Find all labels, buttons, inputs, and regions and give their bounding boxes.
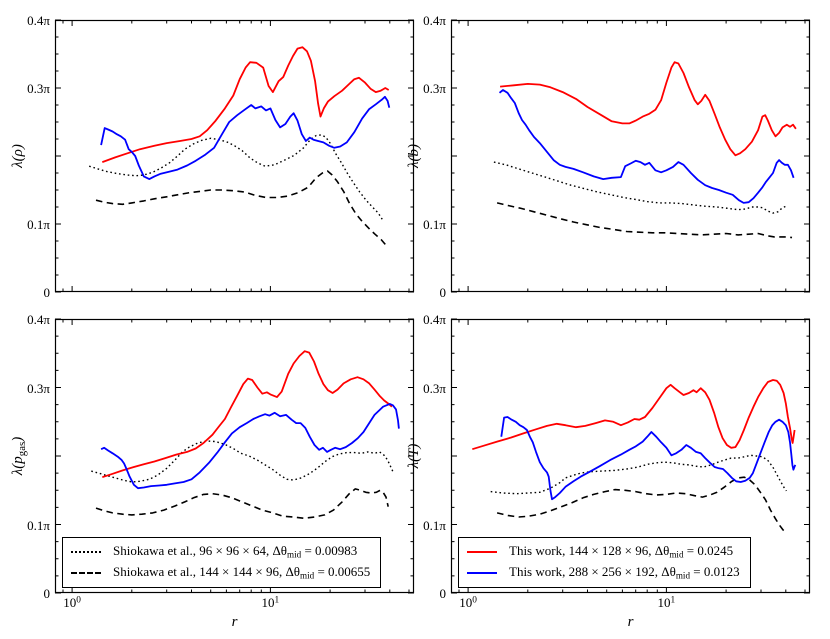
dashed-line-sample (71, 571, 101, 574)
y-tick-label: 0.3π (423, 81, 446, 96)
y-tick-label: 0 (43, 285, 51, 300)
plot-area-lambda-pgas (54, 318, 415, 594)
y-tick-label: 0.4π (423, 13, 446, 28)
y-tick-label: 0.3π (27, 81, 50, 96)
legend-shiokawa: Shiokawa et al., 96 × 96 × 64, Δθmid = 0… (62, 537, 382, 588)
legend-entry: This work, 144 × 128 × 96, Δθmid = 0.024… (467, 541, 740, 562)
y-tick-label: 0.1π (423, 517, 446, 533)
y-tick-label: 0 (439, 285, 447, 300)
legend-this-work: This work, 144 × 128 × 96, Δθmid = 0.024… (458, 537, 751, 588)
x-tick-label: 101 (657, 595, 676, 610)
x-tick-label: 100 (63, 595, 81, 610)
y-tick-label: 0.3π (27, 380, 50, 396)
y-axis-label: λ(b) (406, 144, 423, 168)
y-tick-label: 0.4π (27, 13, 50, 28)
plot-area-lambda-T (450, 318, 811, 594)
legend-label: This work, 288 × 256 × 192, Δθmid = 0.01… (509, 564, 740, 581)
y-tick-label: 0.1π (27, 217, 50, 232)
dotted-line-sample (71, 550, 101, 553)
panel-lambda-T: 0.4π 0.3π 0.1π 0 λ(T) 100 101 r This wor… (406, 313, 811, 630)
legend-entry: Shiokawa et al., 144 × 144 × 96, Δθmid =… (71, 562, 370, 583)
y-axis-label: λ(pgas) (10, 436, 28, 476)
legend-label: Shiokawa et al., 96 × 96 × 64, Δθmid = 0… (113, 543, 358, 560)
x-axis-label: r (627, 614, 634, 630)
panel-lambda-b: 0.4π 0.3π 0.1π 0 λ(b) (406, 14, 811, 299)
legend-entry: Shiokawa et al., 96 × 96 × 64, Δθmid = 0… (71, 541, 370, 562)
x-tick-label: 101 (261, 595, 280, 610)
y-tick-label: 0.1π (423, 217, 446, 232)
y-tick-label: 0.4π (423, 312, 446, 327)
blue-line-sample (467, 571, 497, 574)
x-tick-label: 100 (459, 595, 477, 610)
legend-entry: This work, 288 × 256 × 192, Δθmid = 0.01… (467, 562, 740, 583)
panel-lambda-rho: 0.4π 0.3π 0.1π 0 λ(ρ) (10, 14, 415, 299)
y-axis-label: λ(ρ) (10, 144, 27, 168)
plot-area-lambda-rho (54, 19, 415, 293)
y-axis-label: λ(T) (406, 443, 423, 469)
red-line-sample (467, 550, 497, 553)
x-axis-label: r (231, 614, 238, 630)
y-tick-label: 0.3π (423, 380, 446, 396)
plot-area-lambda-b (450, 19, 811, 293)
legend-label: Shiokawa et al., 144 × 144 × 96, Δθmid =… (113, 564, 371, 581)
y-tick-label: 0 (439, 586, 447, 601)
panel-lambda-pgas: 0.4π 0.3π 0.1π 0 λ(pgas) 100 101 r Shiok… (10, 313, 415, 630)
y-tick-label: 0 (43, 586, 51, 601)
legend-label: This work, 144 × 128 × 96, Δθmid = 0.024… (509, 543, 734, 560)
y-tick-label: 0.1π (27, 517, 50, 533)
y-tick-label: 0.4π (27, 312, 50, 327)
